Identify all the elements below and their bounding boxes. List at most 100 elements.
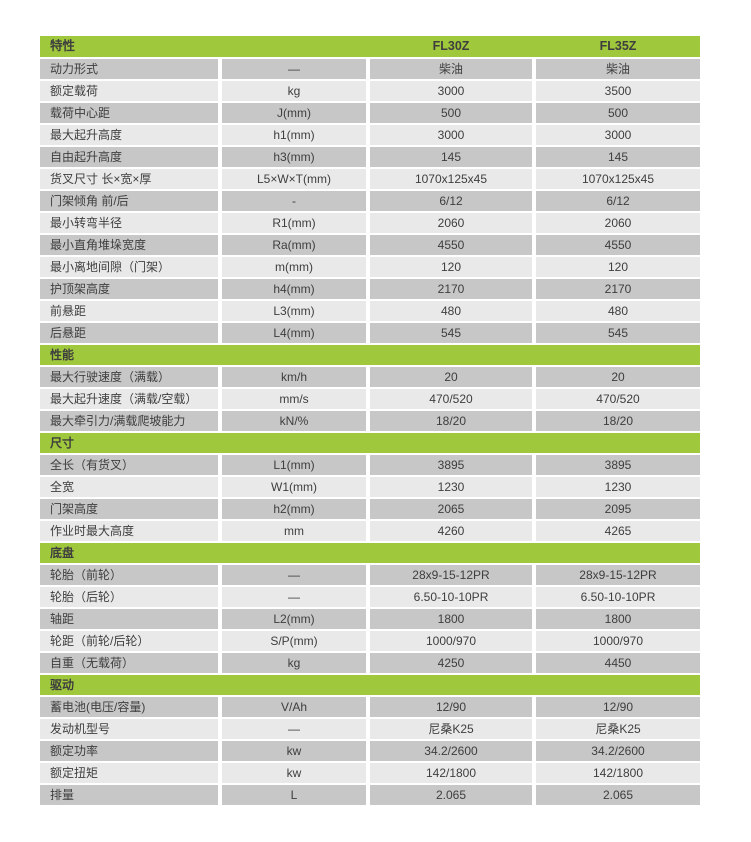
row-unit: L4(mm) [222,323,366,343]
spec-table: 特性 FL30Z FL35Z 动力形式 — 柴油 柴油 额定载荷 kg 3000 3500 载荷… [40,36,700,807]
row-value-fl30z: 34.2/2600 [370,741,532,761]
row-label: 自重（无载荷） [40,653,218,673]
header-feature-label: 特性 [50,39,76,53]
row-unit: V/Ah [222,697,366,717]
row-value-fl35z: 470/520 [536,389,700,409]
row-value-fl30z: 4550 [370,235,532,255]
row-label: 蓄电池(电压/容量) [40,697,218,717]
row-value-fl35z: 2170 [536,279,700,299]
row-unit: W1(mm) [222,477,366,497]
spec-row: 全长（有货叉） L1(mm) 3895 3895 [40,455,700,475]
section-header: 底盘 [40,543,700,563]
row-label: 前悬距 [40,301,218,321]
row-value-fl35z: 1230 [536,477,700,497]
row-label: 额定载荷 [40,81,218,101]
row-value-fl35z: 4550 [536,235,700,255]
spec-row: 货叉尺寸 长×宽×厚 L5×W×T(mm) 1070x125x45 1070x125x… [40,169,700,189]
table-body: 动力形式 — 柴油 柴油 额定载荷 kg 3000 3500 载荷中心距 J(mm) 500 500 最… [40,59,700,805]
row-value-fl35z: 3000 [536,125,700,145]
header-model-fl35z: FL35Z [599,39,637,53]
row-value-fl30z: 3895 [370,455,532,475]
row-value-fl30z: 545 [370,323,532,343]
row-label: 后悬距 [40,323,218,343]
row-value-fl30z: 4260 [370,521,532,541]
row-label: 最大行驶速度（满载） [40,367,218,387]
row-unit: L [222,785,366,805]
row-value-fl30z: 20 [370,367,532,387]
spec-row: 蓄电池(电压/容量) V/Ah 12/90 12/90 [40,697,700,717]
row-value-fl35z: 120 [536,257,700,277]
row-label: 最大起升速度（满载/空载） [40,389,218,409]
spec-row: 发动机型号 — 尼桑K25 尼桑K25 [40,719,700,739]
spec-row: 护顶架高度 h4(mm) 2170 2170 [40,279,700,299]
row-label: 货叉尺寸 长×宽×厚 [40,169,218,189]
row-label: 最大牵引力/满载爬坡能力 [40,411,218,431]
row-value-fl35z: 4450 [536,653,700,673]
row-value-fl35z: 20 [536,367,700,387]
row-label: 轮胎（前轮） [40,565,218,585]
row-unit: J(mm) [222,103,366,123]
row-unit: mm/s [222,389,366,409]
row-value-fl30z: 6/12 [370,191,532,211]
row-value-fl35z: 12/90 [536,697,700,717]
row-value-fl30z: 3000 [370,125,532,145]
header-unit-column [222,36,366,57]
row-label: 最大起升高度 [40,125,218,145]
row-value-fl35z: 尼桑K25 [536,719,700,739]
row-unit: — [222,565,366,585]
row-value-fl35z: 4265 [536,521,700,541]
spec-row: 后悬距 L4(mm) 545 545 [40,323,700,343]
row-label: 护顶架高度 [40,279,218,299]
row-unit: S/P(mm) [222,631,366,651]
row-value-fl35z: 2095 [536,499,700,519]
section-header: 驱动 [40,675,700,695]
row-value-fl30z: 1800 [370,609,532,629]
table-header-row: 特性 FL30Z FL35Z [40,36,700,57]
row-unit: L5×W×T(mm) [222,169,366,189]
spec-row: 轮胎（后轮） —6.50-10-10PR 6.50-10-10PR [40,587,700,607]
spec-row: 额定扭矩 kw 142/1800 142/1800 [40,763,700,783]
spec-row: 自重（无载荷） kg 4250 4450 [40,653,700,673]
section-header: 性能 [40,345,700,365]
spec-row: 载荷中心距 J(mm) 500 500 [40,103,700,123]
row-value-fl30z: 6.50-10-10PR [370,587,532,607]
spec-row: 最大起升高度 h1(mm) 3000 3000 [40,125,700,145]
row-unit: R1(mm) [222,213,366,233]
row-value-fl30z: 1070x125x45 [370,169,532,189]
row-value-fl35z: 1070x125x45 [536,169,700,189]
row-unit: L2(mm) [222,609,366,629]
row-value-fl30z: 1230 [370,477,532,497]
row-label: 全宽 [40,477,218,497]
row-value-fl35z: 3895 [536,455,700,475]
row-unit: — [222,59,366,79]
spec-row: 额定功率 kw 34.2/2600 34.2/2600 [40,741,700,761]
spec-row: 门架倾角 前/后 -6/12 6/12 [40,191,700,211]
spec-row: 最大起升速度（满载/空载） mm/s 470/520 470/520 [40,389,700,409]
row-unit: kg [222,653,366,673]
spec-row: 前悬距 L3(mm) 480 480 [40,301,700,321]
row-value-fl35z: 142/1800 [536,763,700,783]
row-unit: Ra(mm) [222,235,366,255]
row-unit: - [222,191,366,211]
row-label: 最小转弯半径 [40,213,218,233]
row-label: 发动机型号 [40,719,218,739]
row-value-fl30z: 12/90 [370,697,532,717]
row-label: 额定扭矩 [40,763,218,783]
row-label: 轴距 [40,609,218,629]
row-value-fl30z: 28x9-15-12PR [370,565,532,585]
row-label: 排量 [40,785,218,805]
row-value-fl35z: 3500 [536,81,700,101]
row-unit: h4(mm) [222,279,366,299]
row-value-fl30z: 2060 [370,213,532,233]
row-label: 自由起升高度 [40,147,218,167]
row-label: 全长（有货叉） [40,455,218,475]
row-unit: L3(mm) [222,301,366,321]
row-value-fl30z: 3000 [370,81,532,101]
spec-row: 轮胎（前轮） —28x9-15-12PR 28x9-15-12PR [40,565,700,585]
row-value-fl35z: 145 [536,147,700,167]
row-unit: m(mm) [222,257,366,277]
row-value-fl35z: 2060 [536,213,700,233]
row-label: 轮胎（后轮） [40,587,218,607]
row-value-fl35z: 28x9-15-12PR [536,565,700,585]
